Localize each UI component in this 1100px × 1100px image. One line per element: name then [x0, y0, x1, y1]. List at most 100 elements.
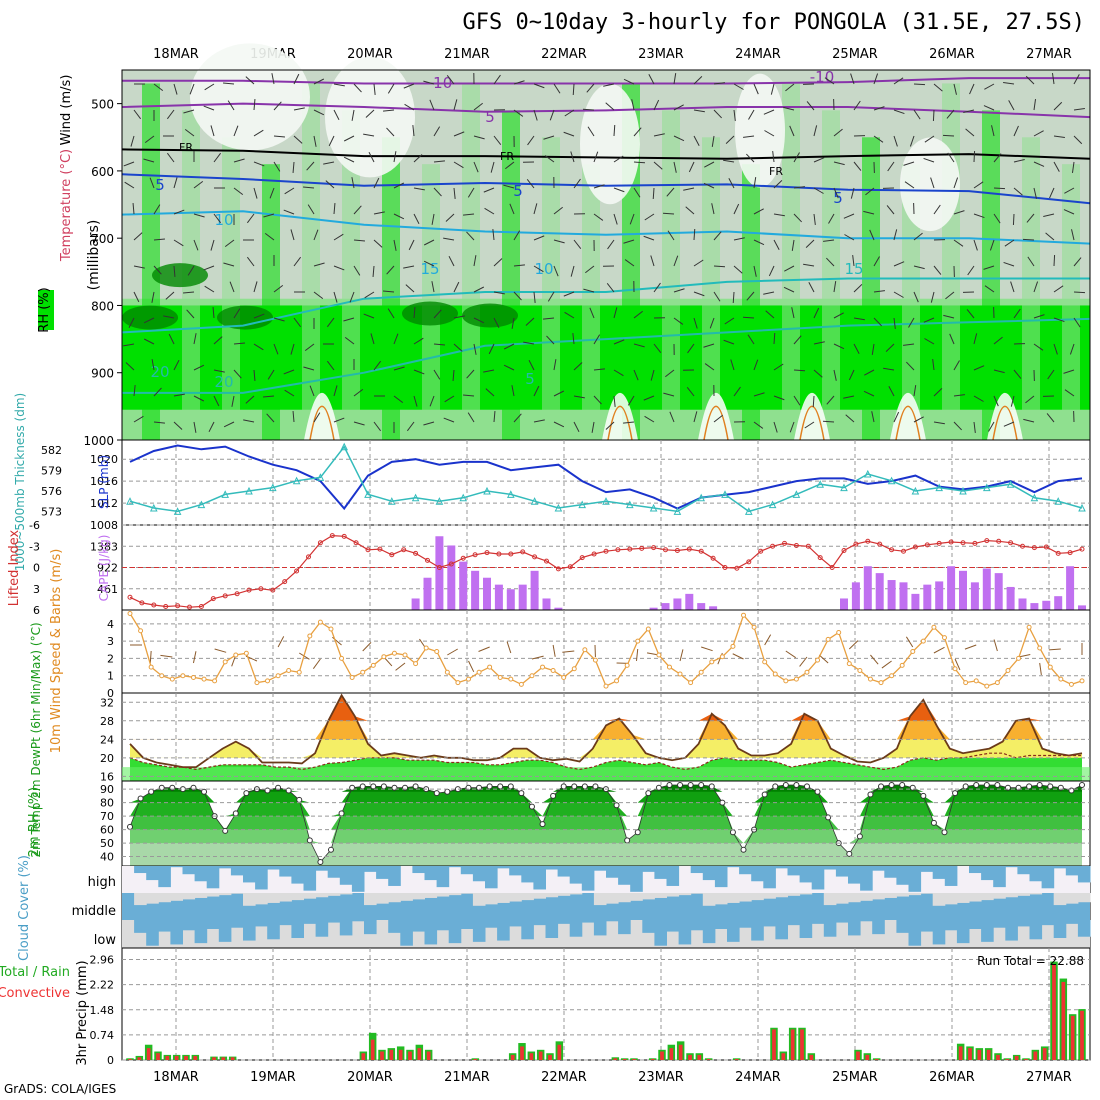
- cloud-low-bar: [243, 920, 256, 941]
- precip-convective-bar: [1033, 1051, 1038, 1060]
- isotherm-label: 5: [513, 182, 523, 200]
- wind-barb: [406, 421, 415, 432]
- wind-barb: [133, 385, 136, 397]
- lifted-tick-label: 6: [33, 604, 40, 617]
- wind-barb: [313, 109, 325, 116]
- wind-barb: [1069, 343, 1075, 355]
- wind-barb: [467, 187, 475, 198]
- precip-convective-bar: [958, 1046, 963, 1060]
- wind-barb: [673, 73, 677, 85]
- cloud-middle-bar: [690, 893, 704, 894]
- cloud-high-bar: [787, 866, 801, 876]
- wind-barb: [1033, 99, 1037, 111]
- lifted-index-point: [306, 554, 311, 560]
- rh2m-tick-label: 70: [100, 810, 114, 823]
- wind-barb: [570, 265, 575, 277]
- wind-barb: [1043, 213, 1055, 217]
- wind-barb: [203, 105, 215, 111]
- wind-barb: [885, 343, 895, 353]
- wind-barb: [393, 333, 399, 345]
- rh2m-point: [782, 782, 789, 789]
- wind-barb: [853, 317, 865, 321]
- wind-barb: [613, 213, 618, 225]
- cloud-panel: high middle low: [72, 865, 1091, 949]
- wind-barb: [273, 161, 281, 172]
- wind-barb: [713, 291, 721, 302]
- precip-convective-bar: [380, 1051, 384, 1060]
- cape-bar: [1006, 586, 1015, 610]
- wind-barb: [873, 317, 883, 327]
- rh2m-point: [793, 782, 800, 789]
- cloud-low-bar: [751, 920, 764, 941]
- cloud-low-bar: [799, 920, 813, 938]
- wind-barb: [893, 109, 905, 115]
- wind-barb: [711, 135, 715, 147]
- cloud-low-bar: [896, 920, 909, 933]
- wind-barb: [653, 161, 663, 170]
- rh-dry-patch: [580, 83, 640, 205]
- wind-barb: [704, 161, 715, 168]
- wind-barb: [933, 83, 943, 92]
- rh2m-point: [952, 790, 959, 797]
- thickness-point: [911, 486, 920, 495]
- wind-barb: [967, 265, 975, 276]
- slp-tick-label: 1016: [90, 475, 118, 488]
- wind-barb: [326, 317, 335, 328]
- rh2m-point: [539, 821, 546, 828]
- wind-barb: [733, 386, 741, 397]
- rh2m-point: [761, 791, 768, 798]
- surface-wind-barb: [785, 650, 797, 659]
- wind-barb: [151, 359, 155, 371]
- wind-barb: [793, 395, 801, 406]
- wind-speed-point: [931, 624, 937, 630]
- wind-barb: [513, 413, 522, 423]
- wind-barb: [473, 161, 479, 173]
- thickness-point: [1006, 480, 1015, 488]
- lifted-index-point: [1055, 550, 1061, 556]
- wind-barb: [233, 125, 239, 137]
- isotherm-label: 10: [214, 211, 233, 229]
- wind-barb: [433, 160, 445, 163]
- lifted-tick-label: -6: [29, 519, 40, 532]
- thickness-tick-label: 582: [41, 444, 62, 457]
- cloud-middle-bar: [255, 893, 268, 905]
- rh-dark-pocket: [402, 301, 458, 326]
- precip-convective-bar: [184, 1055, 188, 1060]
- rh-column: [822, 110, 840, 440]
- wind-speed-point: [635, 638, 641, 644]
- cloud-middle-bar: [763, 893, 776, 899]
- cape-bar: [923, 584, 932, 610]
- wind-barb: [873, 290, 885, 293]
- cape-panel: -6 -3 0 3 6 1383 922 461: [29, 519, 1091, 617]
- wind-barb: [253, 343, 264, 351]
- cloud-middle-bar: [557, 893, 571, 896]
- cloud-high-bar: [884, 866, 897, 878]
- lifted-index-point: [1043, 544, 1049, 550]
- wind-speed-point: [984, 683, 990, 689]
- wind-barb: [433, 126, 441, 137]
- wind-barb: [685, 206, 695, 215]
- wind-barb: [513, 80, 525, 85]
- surface-wind-barb: [395, 662, 406, 671]
- wind-barb: [813, 125, 818, 137]
- rh2m-point: [571, 783, 578, 790]
- lifted-index-point: [187, 604, 192, 610]
- wind-barb: [283, 369, 295, 375]
- cloud-middle-bar: [593, 893, 607, 906]
- wind-barb: [773, 179, 783, 189]
- wind-barb: [805, 239, 815, 249]
- cloud-low-bar: [581, 920, 595, 923]
- wind-barb: [662, 212, 675, 215]
- surface-plume-contour: [799, 405, 825, 441]
- wind-barb: [949, 333, 955, 345]
- wind-barb: [673, 135, 685, 142]
- cloud-high-bar: [618, 866, 631, 885]
- wind-barb: [1026, 213, 1035, 223]
- cloud-high-bar: [412, 866, 425, 874]
- cloud-low-bar: [618, 920, 631, 935]
- wind-speed-point: [444, 669, 450, 675]
- precip-convective-bar: [660, 1051, 664, 1060]
- cape-bar: [887, 580, 896, 610]
- wind-barb: [405, 284, 415, 293]
- rh-dry-patch: [190, 43, 310, 151]
